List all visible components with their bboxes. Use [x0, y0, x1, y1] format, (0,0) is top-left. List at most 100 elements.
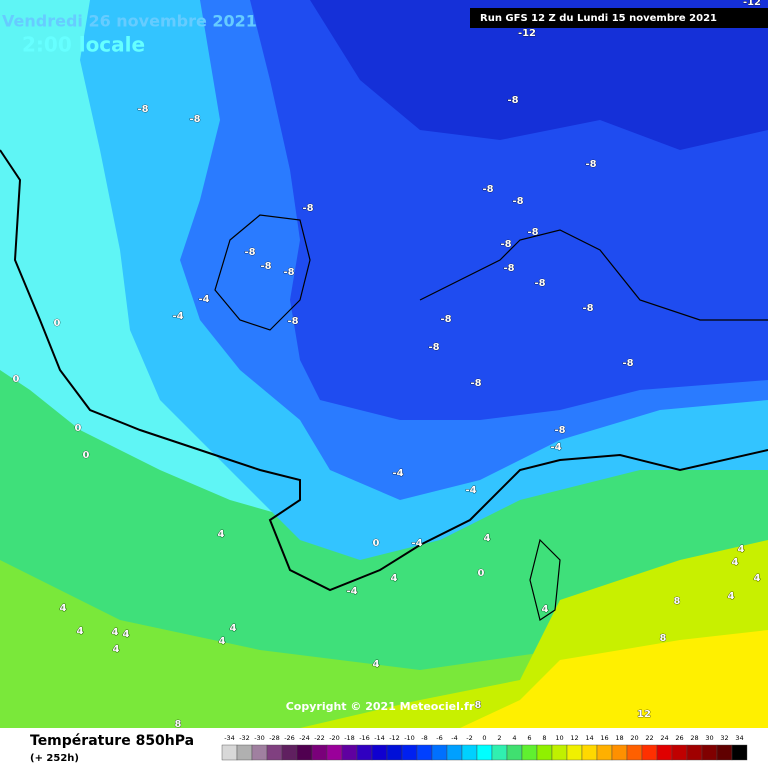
scale-label: -26: [284, 734, 295, 742]
contour-label: 0: [478, 568, 485, 579]
contour-label: 4: [60, 603, 67, 614]
contour-label: 0: [75, 423, 82, 434]
scale-swatch: [281, 744, 298, 761]
contour-label: -8: [482, 184, 493, 195]
scale-swatch: [371, 744, 388, 761]
contour-label: 4: [230, 623, 237, 634]
contour-label: 0: [54, 318, 61, 329]
scale-label: -22: [314, 734, 325, 742]
contour-label: 4: [542, 604, 549, 615]
scale-label: 6: [527, 734, 531, 742]
contour-label: -8: [534, 278, 545, 289]
contour-label: -8: [287, 316, 298, 327]
scale-swatch: [461, 744, 478, 761]
scale-label: -8: [421, 734, 427, 742]
scale-swatch: [416, 744, 433, 761]
contour-label: -8: [585, 159, 596, 170]
scale-label: 16: [600, 734, 608, 742]
lead-time: (+ 252h): [30, 753, 79, 764]
scale-swatch: [296, 744, 313, 761]
scale-swatch: [551, 744, 568, 761]
scale-label: -10: [404, 734, 415, 742]
contour-label: 8: [660, 633, 667, 644]
contour-label: 4: [112, 627, 119, 638]
scale-swatch: [686, 744, 703, 761]
scale-label: 14: [585, 734, 593, 742]
contour-label: 8: [674, 596, 681, 607]
scale-label: 34: [735, 734, 743, 742]
contour-label: -8: [260, 261, 271, 272]
contour-label: -8: [440, 314, 451, 325]
coast-island: [529, 538, 561, 621]
contour-label: -4: [392, 468, 403, 479]
contour-label: 4: [123, 629, 130, 640]
scale-swatch: [626, 744, 643, 761]
scale-label: 8: [542, 734, 546, 742]
contour-label: -4: [465, 485, 476, 496]
scale-label: -24: [299, 734, 310, 742]
scale-swatch: [701, 744, 718, 761]
scale-label: 28: [690, 734, 698, 742]
scale-swatch: [446, 744, 463, 761]
scale-swatch: [221, 744, 238, 761]
copyright: Copyright © 2021 Meteociel.fr: [286, 700, 475, 713]
scale-swatch: [566, 744, 583, 761]
contour-label: 4: [732, 557, 739, 568]
scale-swatch: [506, 744, 523, 761]
scale-swatch: [476, 744, 493, 761]
contour-label: -8: [582, 303, 593, 314]
scale-swatch: [236, 744, 253, 761]
contour-label: -8: [512, 196, 523, 207]
scale-label: -12: [389, 734, 400, 742]
scale-swatch: [656, 744, 673, 761]
contour-label: 4: [728, 591, 735, 602]
contour-label: 0: [373, 538, 380, 549]
run-box: [470, 8, 768, 28]
scale-label: -20: [329, 734, 340, 742]
coastlines: [0, 149, 768, 621]
temperature-field: [0, 0, 768, 728]
scale-label: 2: [497, 734, 501, 742]
contour-label: -8: [137, 104, 148, 115]
scale-label: -28: [269, 734, 280, 742]
scale-swatch: [401, 744, 418, 761]
scale-swatch: [671, 744, 688, 761]
contour-labels: -12 -12 -8 -8 -8 -8 -8 -8 -8 -8 -8 -8 -8 -8 -8 -8 -8 -8 -8…: [12, 0, 761, 730]
contour-label: -12: [518, 28, 536, 39]
scale-swatch: [341, 744, 358, 761]
scale-swatch: [251, 744, 268, 761]
contour-label: 8: [475, 700, 482, 711]
contour-label: 4: [391, 573, 398, 584]
scale-swatch: [521, 744, 538, 761]
scale-label: 18: [615, 734, 623, 742]
contour-label: -8: [302, 203, 313, 214]
scale-swatch: [611, 744, 628, 761]
scale-swatch: [326, 744, 343, 761]
scale-swatch: [311, 744, 328, 761]
contour-label: 4: [219, 636, 226, 647]
field-yellow: [460, 630, 768, 728]
scale-swatch: [581, 744, 598, 761]
scale-swatch: [596, 744, 613, 761]
contour-label: 4: [754, 573, 761, 584]
contour-label: -12: [743, 0, 761, 8]
scale-label: 22: [645, 734, 653, 742]
contour-label: -4: [198, 294, 209, 305]
scale-label: 12: [570, 734, 578, 742]
contour-label: -8: [244, 247, 255, 258]
scale-label: 32: [720, 734, 728, 742]
scale-label: 30: [705, 734, 713, 742]
contour-label: -8: [470, 378, 481, 389]
scale-label: -34: [224, 734, 235, 742]
map-time: 2:00 locale: [22, 33, 145, 57]
contour-label: 0: [83, 450, 90, 461]
scale-label: 4: [512, 734, 516, 742]
contour-label: -8: [507, 95, 518, 106]
scale-swatch: [356, 744, 373, 761]
coast-north: [419, 229, 768, 321]
scale-swatch: [731, 744, 748, 761]
contour-label: -8: [500, 239, 511, 250]
scale-swatch: [641, 744, 658, 761]
scale-label: -32: [239, 734, 250, 742]
